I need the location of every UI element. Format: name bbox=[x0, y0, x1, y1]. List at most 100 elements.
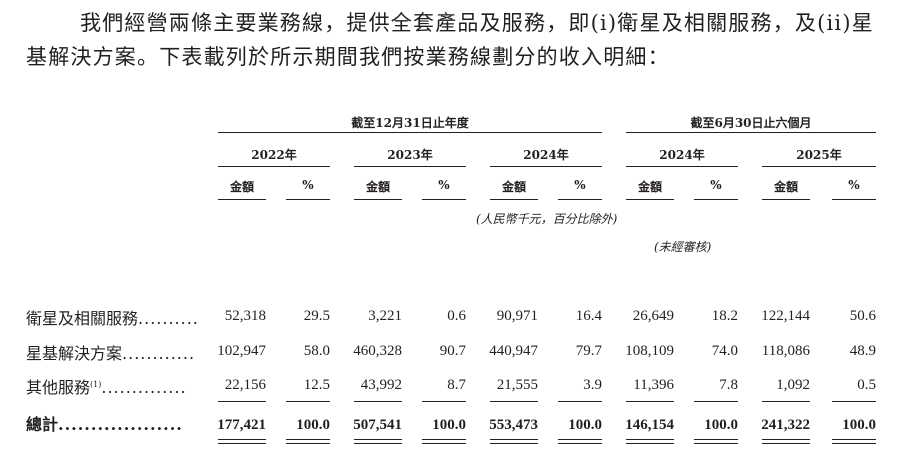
header-amount: 金額 bbox=[637, 180, 662, 194]
cell-pct: 79.7 bbox=[575, 343, 602, 359]
rule-total bbox=[490, 439, 538, 444]
rule-total bbox=[832, 439, 876, 444]
table-total-row: 總計................... 177,421 100.0 507,… bbox=[0, 414, 900, 436]
header-pct: % bbox=[302, 178, 314, 192]
rule-col bbox=[490, 199, 538, 200]
row-label: 其他服務(1).............. bbox=[26, 378, 187, 397]
cell-amount: 90,971 bbox=[496, 308, 538, 324]
header-period: 2023年 bbox=[387, 148, 433, 162]
total-amount: 146,154 bbox=[625, 417, 674, 433]
cell-pct: 12.5 bbox=[303, 377, 330, 393]
unit-note: (人民幣千元，百分比除外) bbox=[476, 212, 618, 226]
rule-period bbox=[626, 166, 738, 167]
cell-pct: 50.6 bbox=[849, 308, 876, 324]
header-pct: % bbox=[710, 178, 722, 192]
rule-col bbox=[832, 199, 876, 200]
total-pct: 100.0 bbox=[842, 417, 876, 433]
cell-pct: 16.4 bbox=[575, 308, 602, 324]
cell-amount: 21,555 bbox=[496, 377, 538, 393]
rule-col bbox=[762, 199, 810, 200]
rule-subtotal bbox=[626, 401, 674, 402]
cell-amount: 43,992 bbox=[360, 377, 402, 393]
rule-col bbox=[694, 199, 738, 200]
rule-subtotal bbox=[694, 401, 738, 402]
rule-subtotal bbox=[558, 401, 602, 402]
cell-amount: 460,328 bbox=[353, 343, 402, 359]
rule-col bbox=[354, 199, 402, 200]
total-amount: 553,473 bbox=[489, 417, 538, 433]
table-row: 星基解決方案............ 102,947 58.0 460,328 … bbox=[0, 340, 900, 363]
total-amount: 177,421 bbox=[217, 417, 266, 433]
cell-pct: 3.9 bbox=[583, 377, 602, 393]
rule-subtotal bbox=[490, 401, 538, 402]
cell-pct: 90.7 bbox=[439, 343, 466, 359]
cell-pct: 29.5 bbox=[303, 308, 330, 324]
cell-pct: 48.9 bbox=[849, 343, 876, 359]
header-half-group: 截至6月30日止六個月 bbox=[690, 116, 812, 130]
footnote-marker: (1) bbox=[90, 380, 102, 389]
cell-amount: 118,086 bbox=[761, 343, 810, 359]
header-amount: 金額 bbox=[501, 180, 526, 194]
rule-subtotal bbox=[286, 401, 330, 402]
rule-total bbox=[218, 439, 266, 444]
row-label: 衛星及相關服務.......... bbox=[26, 309, 199, 328]
rule-col bbox=[422, 199, 466, 200]
cell-pct: 0.5 bbox=[857, 377, 876, 393]
rule-col bbox=[218, 199, 266, 200]
total-amount: 241,322 bbox=[761, 417, 810, 433]
rule-total bbox=[558, 439, 602, 444]
cell-pct: 7.8 bbox=[719, 377, 738, 393]
rule-total bbox=[626, 439, 674, 444]
table-row: 其他服務(1).............. 22,156 12.5 43,992… bbox=[0, 374, 900, 397]
cell-pct: 8.7 bbox=[447, 377, 466, 393]
cell-amount: 11,396 bbox=[633, 377, 674, 393]
cell-amount: 108,109 bbox=[625, 343, 674, 359]
header-year-group: 截至12月31日止年度 bbox=[351, 116, 469, 130]
rule-period bbox=[762, 166, 876, 167]
rule-year-group bbox=[218, 132, 602, 133]
intro-paragraph: 我們經營兩條主要業務線，提供全套產品及服務，即(i)衛星及相關服務，及(ii)星… bbox=[26, 11, 874, 69]
rule-subtotal bbox=[762, 401, 810, 402]
cell-amount: 22,156 bbox=[224, 377, 266, 393]
header-pct: % bbox=[574, 178, 586, 192]
rule-col bbox=[286, 199, 330, 200]
total-pct: 100.0 bbox=[296, 417, 330, 433]
rule-period bbox=[218, 166, 330, 167]
rule-total bbox=[422, 439, 466, 444]
rule-subtotal bbox=[422, 401, 466, 402]
header-amount: 金額 bbox=[365, 180, 390, 194]
header-amount: 金額 bbox=[773, 180, 798, 194]
cell-amount: 440,947 bbox=[489, 343, 538, 359]
cell-amount: 1,092 bbox=[776, 377, 810, 393]
header-period: 2024年 bbox=[659, 148, 705, 162]
rule-total bbox=[286, 439, 330, 444]
rule-subtotal bbox=[832, 401, 876, 402]
row-label: 星基解決方案............ bbox=[26, 344, 196, 363]
cell-pct: 74.0 bbox=[711, 343, 738, 359]
table-row: 衛星及相關服務.......... 52,318 29.5 3,221 0.6 … bbox=[0, 305, 900, 328]
rule-period bbox=[354, 166, 466, 167]
cell-amount: 3,221 bbox=[368, 308, 402, 324]
header-period: 2025年 bbox=[796, 148, 842, 162]
cell-amount: 122,144 bbox=[761, 308, 810, 324]
header-pct: % bbox=[438, 178, 450, 192]
rule-total bbox=[354, 439, 402, 444]
rule-total bbox=[762, 439, 810, 444]
header-amount: 金額 bbox=[229, 180, 254, 194]
header-pct: % bbox=[848, 178, 860, 192]
total-pct: 100.0 bbox=[432, 417, 466, 433]
total-pct: 100.0 bbox=[704, 417, 738, 433]
cell-pct: 0.6 bbox=[447, 308, 466, 324]
header-period: 2022年 bbox=[251, 148, 297, 162]
cell-pct: 58.0 bbox=[303, 343, 330, 359]
rule-half-group bbox=[626, 132, 876, 133]
total-label: 總計................... bbox=[26, 415, 183, 434]
rule-subtotal bbox=[354, 401, 402, 402]
cell-amount: 26,649 bbox=[632, 308, 674, 324]
cell-amount: 52,318 bbox=[224, 308, 266, 324]
rule-col bbox=[558, 199, 602, 200]
rule-subtotal bbox=[218, 401, 266, 402]
header-period: 2024年 bbox=[523, 148, 569, 162]
cell-amount: 102,947 bbox=[217, 343, 266, 359]
rule-total bbox=[694, 439, 738, 444]
